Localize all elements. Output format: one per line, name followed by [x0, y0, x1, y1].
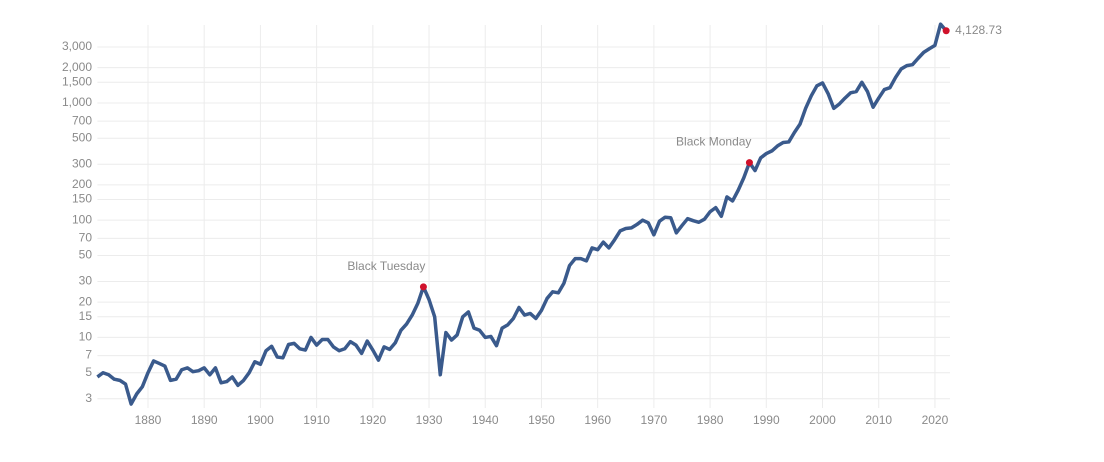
- x-tick-label: 2000: [809, 413, 836, 427]
- y-tick-label: 5: [85, 365, 92, 379]
- x-tick-label: 1930: [416, 413, 443, 427]
- x-tick-label: 2020: [922, 413, 949, 427]
- highlight-point: [745, 159, 753, 167]
- x-tick-label: 1980: [697, 413, 724, 427]
- y-tick-label: 1,000: [62, 95, 92, 109]
- y-tick-label: 700: [72, 113, 92, 127]
- y-tick-label: 300: [72, 156, 92, 170]
- x-tick-label: 1890: [191, 413, 218, 427]
- x-tick-label: 1960: [584, 413, 611, 427]
- x-tick-label: 1880: [135, 413, 162, 427]
- x-tick-label: 2010: [865, 413, 892, 427]
- y-tick-label: 3: [85, 391, 92, 405]
- y-tick-label: 15: [79, 309, 93, 323]
- x-tick-label: 1940: [472, 413, 499, 427]
- y-tick-label: 70: [79, 231, 93, 245]
- y-tick-label: 100: [72, 212, 92, 226]
- annotation: 4,128.73: [955, 23, 1002, 37]
- annotation: Black Monday: [676, 135, 751, 149]
- x-tick-label: 1970: [641, 413, 668, 427]
- x-tick-label: 1910: [303, 413, 330, 427]
- y-tick-label: 500: [72, 130, 92, 144]
- highlight-point: [942, 27, 950, 35]
- y-tick-label: 10: [79, 330, 93, 344]
- y-tick-label: 30: [79, 274, 93, 288]
- y-tick-label: 200: [72, 177, 92, 191]
- y-tick-label: 150: [72, 192, 92, 206]
- y-tick-label: 50: [79, 248, 93, 262]
- y-tick-label: 2,000: [62, 60, 92, 74]
- x-tick-label: 1990: [753, 413, 780, 427]
- y-tick-label: 3,000: [62, 39, 92, 53]
- x-tick-label: 1950: [528, 413, 555, 427]
- highlight-point: [419, 283, 427, 291]
- y-tick-label: 1,500: [62, 74, 92, 88]
- line-series: [96, 22, 948, 406]
- y-tick-label: 20: [79, 294, 93, 308]
- annotation: Black Tuesday: [347, 259, 425, 273]
- x-tick-label: 1900: [247, 413, 274, 427]
- x-tick-label: 1920: [359, 413, 386, 427]
- y-tick-label: 7: [85, 348, 92, 362]
